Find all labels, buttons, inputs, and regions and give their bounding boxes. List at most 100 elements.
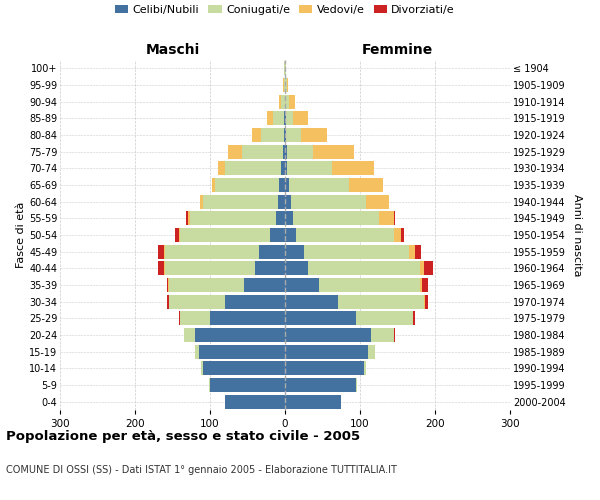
Bar [277, 194, 285, 209]
Bar [225, 162, 281, 175]
Bar [285, 211, 293, 226]
Bar [286, 112, 293, 126]
Bar [420, 261, 424, 276]
Bar [195, 344, 199, 359]
Bar [284, 128, 285, 142]
Bar [228, 144, 241, 159]
Bar [270, 228, 285, 242]
Bar [284, 78, 285, 92]
Bar [163, 244, 165, 259]
Bar [186, 211, 188, 226]
Bar [379, 211, 394, 226]
Bar [180, 311, 210, 326]
Bar [285, 94, 289, 109]
Bar [291, 194, 366, 209]
Bar [319, 278, 420, 292]
Bar [244, 278, 285, 292]
Bar [169, 278, 244, 292]
Bar [167, 278, 168, 292]
Bar [394, 328, 395, 342]
Bar [210, 378, 285, 392]
Bar [225, 394, 285, 409]
Bar [284, 62, 285, 76]
Bar [420, 278, 421, 292]
Bar [285, 62, 286, 76]
Bar [308, 261, 420, 276]
Bar [273, 112, 284, 126]
Bar [424, 261, 433, 276]
Bar [287, 78, 288, 92]
Bar [285, 328, 371, 342]
Bar [413, 311, 415, 326]
Bar [190, 211, 276, 226]
Bar [313, 144, 354, 159]
Bar [304, 244, 409, 259]
Bar [415, 244, 421, 259]
Bar [203, 194, 277, 209]
Bar [366, 194, 389, 209]
Bar [284, 112, 285, 126]
Bar [285, 144, 287, 159]
Bar [285, 162, 287, 175]
Bar [165, 261, 255, 276]
Text: Maschi: Maschi [145, 42, 200, 56]
Bar [337, 294, 424, 308]
Bar [367, 344, 375, 359]
Bar [285, 178, 289, 192]
Bar [293, 112, 308, 126]
Bar [424, 294, 425, 308]
Bar [188, 211, 190, 226]
Text: COMUNE DI OSSI (SS) - Dati ISTAT 1° gennaio 2005 - Elaborazione TUTTITALIA.IT: COMUNE DI OSSI (SS) - Dati ISTAT 1° genn… [6, 465, 397, 475]
Bar [421, 278, 427, 292]
Bar [285, 228, 296, 242]
Bar [200, 194, 203, 209]
Text: Popolazione per età, sesso e stato civile - 2005: Popolazione per età, sesso e stato civil… [6, 430, 360, 443]
Bar [164, 261, 165, 276]
Bar [267, 112, 273, 126]
Bar [199, 194, 200, 209]
Bar [225, 294, 285, 308]
Bar [279, 94, 281, 109]
Bar [218, 162, 225, 175]
Bar [158, 261, 164, 276]
Bar [401, 228, 404, 242]
Bar [289, 178, 349, 192]
Bar [209, 378, 210, 392]
Bar [285, 261, 308, 276]
Bar [180, 228, 270, 242]
Legend: Celibi/Nubili, Coniugati/e, Vedovi/e, Divorziati/e: Celibi/Nubili, Coniugati/e, Vedovi/e, Di… [110, 0, 460, 20]
Bar [179, 311, 180, 326]
Bar [289, 94, 295, 109]
Bar [286, 128, 301, 142]
Bar [364, 361, 366, 376]
Bar [285, 311, 356, 326]
Bar [356, 378, 357, 392]
Bar [184, 328, 195, 342]
Bar [285, 194, 291, 209]
Bar [285, 294, 337, 308]
Bar [165, 244, 259, 259]
Bar [285, 378, 356, 392]
Bar [394, 228, 401, 242]
Bar [157, 244, 163, 259]
Bar [356, 311, 413, 326]
Bar [394, 211, 395, 226]
Bar [169, 294, 225, 308]
Bar [259, 244, 285, 259]
Bar [283, 144, 285, 159]
Y-axis label: Anni di nascita: Anni di nascita [572, 194, 583, 276]
Bar [276, 211, 285, 226]
Bar [425, 294, 428, 308]
Bar [261, 128, 284, 142]
Bar [199, 344, 285, 359]
Bar [301, 128, 327, 142]
Bar [285, 128, 286, 142]
Bar [293, 211, 379, 226]
Bar [201, 361, 203, 376]
Bar [252, 128, 261, 142]
Bar [409, 244, 415, 259]
Bar [332, 162, 373, 175]
Bar [203, 361, 285, 376]
Bar [285, 78, 287, 92]
Bar [212, 178, 215, 192]
